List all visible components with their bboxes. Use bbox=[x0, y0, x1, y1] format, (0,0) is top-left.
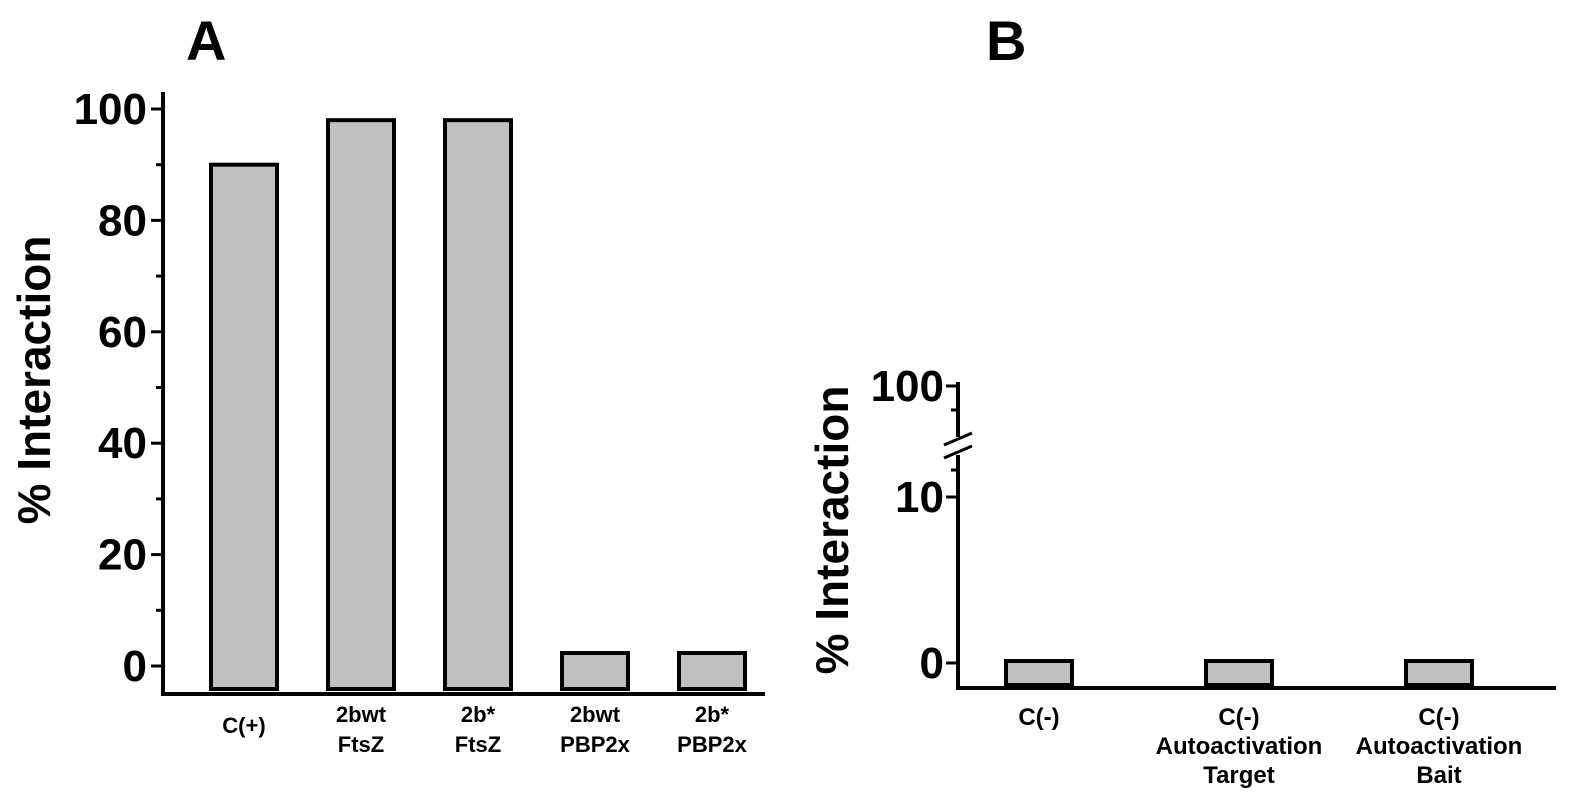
panel-a-x-tick-label: C(+) bbox=[222, 713, 265, 738]
panel-a-bar bbox=[560, 651, 630, 691]
panel-b-bars bbox=[1004, 659, 1474, 687]
panel-a-x-tick-label: PBP2x bbox=[560, 732, 630, 757]
panel-a-letter: A bbox=[186, 9, 226, 72]
panel-b-bar bbox=[1204, 659, 1274, 687]
panel-a-y-tick-label: 20 bbox=[98, 531, 147, 580]
panel-b-y-axis-label: % Interaction bbox=[806, 386, 858, 675]
panel-a-y-tick-label: 40 bbox=[98, 419, 147, 468]
panel-a-y-tick-label: 0 bbox=[123, 642, 147, 691]
panel-b-x-tick-label: Target bbox=[1203, 762, 1275, 789]
panel-a-x-tick-label: 2bwt bbox=[336, 702, 387, 727]
panel-b-y-tick-label: 10 bbox=[895, 473, 944, 522]
axis-break-mark-2 bbox=[943, 444, 973, 460]
panel-b-y-ticks: 0 10 100 bbox=[871, 362, 958, 688]
panel-a-bars bbox=[209, 118, 747, 691]
panel-b-x-tick-label: C(-) bbox=[1018, 704, 1059, 731]
panel-b-x-tick-label: Autoactivation bbox=[1156, 733, 1323, 760]
panel-a: A % Interaction 0 20 40 60 80 100 C(+) 2bwt Fts… bbox=[8, 9, 765, 757]
panel-a-minor-ticks bbox=[156, 163, 163, 612]
panel-a-y-tick-label: 100 bbox=[74, 85, 147, 134]
panel-a-y-tick-label: 80 bbox=[98, 196, 147, 245]
panel-a-bar bbox=[326, 118, 396, 691]
panel-a-bar bbox=[443, 118, 513, 691]
panel-a-x-tick-labels: C(+) 2bwt FtsZ 2b* FtsZ 2bwt PBP2x 2b* PBP2x bbox=[222, 702, 747, 757]
panel-b-x-tick-label: C(-) bbox=[1418, 704, 1459, 731]
panel-a-y-axis-label: % Interaction bbox=[8, 236, 60, 525]
panel-b-bar bbox=[1404, 659, 1474, 687]
panel-a-x-tick-label: PBP2x bbox=[677, 732, 747, 757]
panel-b-x-tick-label: C(-) bbox=[1218, 704, 1259, 731]
axis-break-marks bbox=[943, 431, 973, 460]
panel-a-x-tick-label: 2b* bbox=[461, 702, 496, 727]
panel-b-y-tick-label: 100 bbox=[871, 362, 944, 411]
panel-a-x-tick-label: FtsZ bbox=[338, 732, 384, 757]
panel-a-x-tick-label: 2bwt bbox=[570, 702, 621, 727]
panel-a-bar bbox=[209, 162, 279, 691]
axis-break-mark-1 bbox=[943, 431, 973, 447]
panel-a-y-tick-label: 60 bbox=[98, 308, 147, 357]
panel-b-x-tick-label: Autoactivation bbox=[1356, 733, 1523, 760]
panel-a-bar bbox=[677, 651, 747, 691]
panel-a-x-tick-label: 2b* bbox=[695, 702, 730, 727]
panel-b-bar bbox=[1004, 659, 1074, 687]
panel-a-y-ticks: 0 20 40 60 80 100 bbox=[74, 85, 163, 691]
panel-a-x-tick-label: FtsZ bbox=[455, 732, 501, 757]
panel-b-y-tick-label: 0 bbox=[920, 639, 944, 688]
panel-b-x-tick-labels: C(-) C(-)AutoactivationTargetC(-)Autoacti… bbox=[1018, 704, 1522, 789]
panel-b-letter: B bbox=[986, 9, 1026, 72]
panel-b-x-tick-label: Bait bbox=[1416, 762, 1461, 789]
